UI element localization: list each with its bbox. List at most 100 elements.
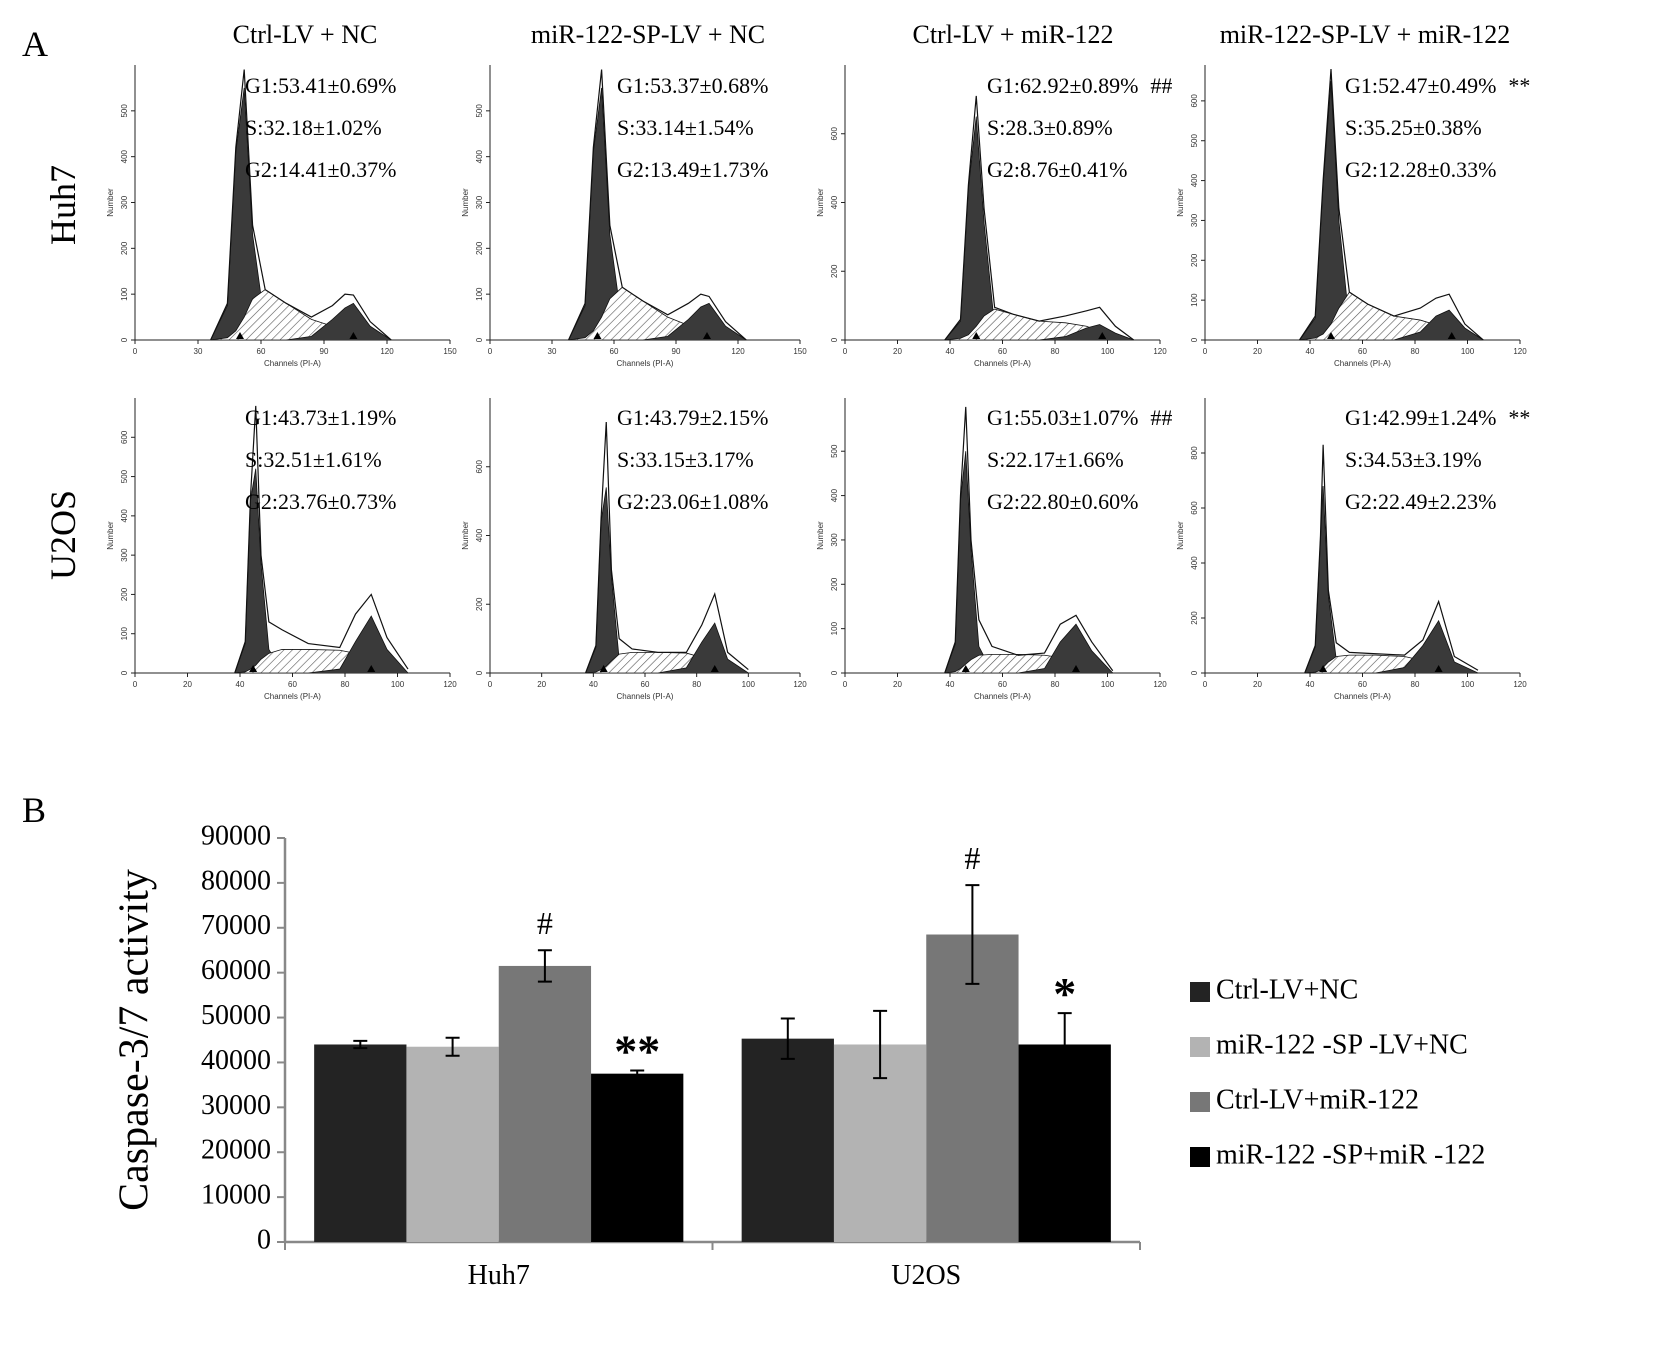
y-tick-label: 600: [1190, 501, 1199, 515]
column-title: miR-122-SP-LV + miR-122: [1220, 20, 1511, 49]
histogram-curve: [1304, 485, 1478, 674]
legend-label: miR-122 -SP+miR -122: [1216, 1139, 1485, 1170]
x-tick-label: 20: [1253, 680, 1262, 689]
phase-annotation: G2:22.49±2.23%: [1345, 489, 1496, 514]
histogram-curve: [567, 69, 747, 341]
x-tick-label: 40: [946, 347, 955, 356]
x-tick-label: 20: [537, 680, 546, 689]
legend-swatch: [1190, 982, 1210, 1002]
x-tick-label: 60: [1358, 347, 1367, 356]
y-tick-label: 100: [830, 621, 839, 635]
x-tick-label: 120: [1153, 680, 1167, 689]
x-tick-label: 100: [1101, 680, 1115, 689]
histogram-curve: [1304, 444, 1479, 674]
significance: ##: [1150, 73, 1172, 98]
y-tick-label: 30000: [201, 1090, 271, 1121]
y-tick-label: 300: [475, 195, 484, 209]
y-tick-label: 400: [475, 149, 484, 163]
x-tick-label: 0: [843, 347, 848, 356]
y-tick-label: 100: [120, 626, 129, 640]
histogram-curve: [944, 95, 1135, 341]
y-axis-label: Number: [816, 521, 825, 550]
phase-annotation: G1:43.79±2.15%: [617, 405, 768, 430]
phase-annotation: G1:52.47±0.49%: [1345, 73, 1496, 98]
x-tick-label: 120: [380, 347, 394, 356]
column-title: Ctrl-LV + NC: [233, 20, 378, 49]
x-tick-label: 40: [236, 680, 245, 689]
y-tick-label: 200: [1190, 253, 1199, 267]
y-tick-label: 80000: [201, 865, 271, 896]
phase-annotation: S:28.3±0.89%: [987, 115, 1113, 140]
x-tick-label: 90: [672, 347, 681, 356]
significance: **: [1508, 405, 1530, 430]
y-axis-label: Number: [461, 521, 470, 550]
x-tick-label: U2OS: [891, 1260, 961, 1291]
peak-marker: [599, 665, 608, 672]
x-tick-label: 80: [1411, 347, 1420, 356]
x-tick-label: 120: [1153, 347, 1167, 356]
x-axis-label: Channels (PI-A): [264, 359, 321, 368]
peak-marker: [1098, 332, 1107, 339]
y-tick-label: 0: [1190, 670, 1199, 675]
y-tick-label: 0: [830, 670, 839, 675]
x-tick-label: 150: [793, 347, 807, 356]
x-tick-label: 100: [1461, 347, 1475, 356]
row-title: Huh7: [43, 165, 83, 245]
phase-annotation: G1:53.37±0.68%: [617, 73, 768, 98]
x-tick-label: 100: [1461, 680, 1475, 689]
histogram-curve: [944, 324, 1134, 341]
y-axis-label: Number: [816, 188, 825, 217]
phase-annotation: S:32.18±1.02%: [245, 115, 382, 140]
bar: [741, 1038, 834, 1242]
phase-annotation: G2:22.80±0.60%: [987, 489, 1138, 514]
significance: **: [1508, 73, 1530, 98]
x-axis-label: Channels (PI-A): [617, 692, 674, 701]
x-tick-label: 20: [183, 680, 192, 689]
x-tick-label: 100: [742, 680, 756, 689]
histogram-curve: [210, 302, 392, 341]
y-tick-label: 500: [830, 444, 839, 458]
x-tick-label: 0: [1203, 680, 1208, 689]
x-tick-label: 80: [1411, 680, 1420, 689]
phase-annotation: G1:55.03±1.07%: [987, 405, 1138, 430]
y-tick-label: 200: [120, 587, 129, 601]
x-tick-label: 120: [1513, 680, 1527, 689]
y-tick-label: 500: [1190, 134, 1199, 148]
column-title: Ctrl-LV + miR-122: [912, 20, 1113, 49]
phase-annotation: S:33.14±1.54%: [617, 115, 754, 140]
y-tick-label: 200: [475, 241, 484, 255]
y-tick-label: 600: [120, 430, 129, 444]
y-tick-label: 20000: [201, 1135, 271, 1166]
y-tick-label: 400: [475, 528, 484, 542]
y-tick-label: 0: [1190, 337, 1199, 342]
error-bar: [1057, 1012, 1072, 1077]
x-tick-label: 0: [1203, 347, 1208, 356]
y-tick-label: 400: [830, 488, 839, 502]
x-tick-label: 60: [641, 680, 650, 689]
phase-annotation: G2:23.06±1.08%: [617, 489, 768, 514]
histogram-curve: [585, 622, 749, 674]
peak-marker: [710, 665, 719, 672]
y-tick-label: 200: [830, 264, 839, 278]
phase-annotation: S:34.53±3.19%: [1345, 447, 1482, 472]
column-title: miR-122-SP-LV + NC: [531, 20, 765, 49]
y-tick-label: 70000: [201, 910, 271, 941]
x-tick-label: 60: [288, 680, 297, 689]
x-tick-label: 60: [1358, 680, 1367, 689]
y-tick-label: 600: [475, 460, 484, 474]
x-tick-label: 90: [320, 347, 329, 356]
significance: #: [964, 840, 980, 876]
x-tick-label: 0: [488, 347, 493, 356]
error-bar: [353, 1039, 368, 1050]
x-tick-label: 150: [443, 347, 457, 356]
y-tick-label: 400: [120, 149, 129, 163]
y-tick-label: 400: [1190, 173, 1199, 187]
histogram-curve: [1299, 309, 1484, 341]
y-tick-label: 400: [120, 509, 129, 523]
error-bar: [537, 949, 552, 983]
x-tick-label: Huh7: [468, 1260, 530, 1291]
error-bar: [780, 1017, 795, 1060]
error-bar: [873, 1009, 888, 1080]
histogram-curve: [234, 615, 409, 674]
x-tick-label: 120: [793, 680, 807, 689]
